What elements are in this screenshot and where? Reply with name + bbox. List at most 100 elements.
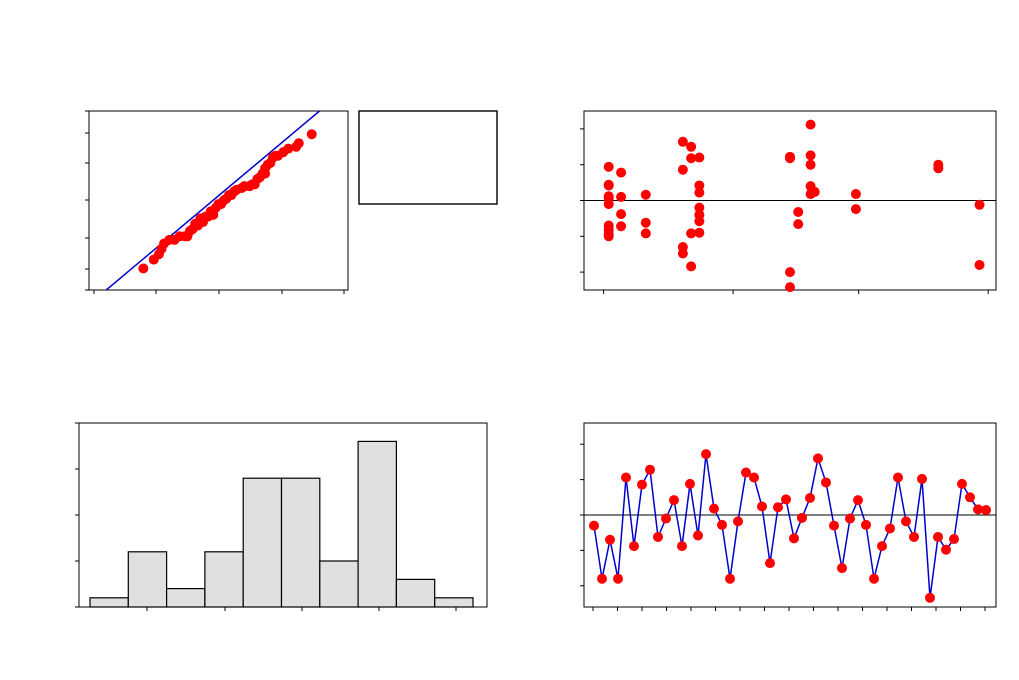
data-point	[701, 449, 711, 460]
data-point	[717, 519, 727, 530]
data-point	[741, 467, 751, 478]
data-point	[917, 473, 927, 484]
data-point	[974, 259, 985, 270]
data-point	[603, 161, 614, 172]
data-point	[694, 187, 705, 198]
data-point	[785, 282, 795, 293]
data-point	[829, 520, 839, 531]
data-point	[781, 494, 791, 505]
data-point	[901, 516, 911, 527]
data-point	[685, 478, 695, 489]
data-point	[694, 180, 705, 191]
histogram-bars	[89, 440, 474, 608]
fits-plot-points	[603, 119, 985, 293]
histogram-bar	[166, 587, 206, 608]
data-point	[603, 199, 614, 210]
data-point	[709, 503, 719, 514]
data-point	[877, 541, 887, 552]
data-point	[677, 136, 688, 147]
data-point	[733, 516, 743, 527]
data-point	[957, 478, 967, 489]
normal-plot-fit-line	[105, 111, 320, 290]
data-point	[893, 472, 903, 483]
data-point	[850, 189, 861, 200]
data-point	[765, 558, 775, 569]
data-point	[677, 248, 688, 259]
data-point	[306, 129, 317, 140]
data-point	[861, 519, 871, 530]
data-point	[138, 263, 149, 274]
data-point	[845, 513, 855, 524]
data-point	[850, 204, 861, 215]
data-point	[283, 143, 294, 154]
data-point	[757, 501, 767, 512]
data-point	[686, 261, 697, 272]
data-point	[640, 217, 651, 228]
data-point	[785, 153, 795, 164]
data-point	[793, 219, 804, 230]
data-point	[805, 150, 816, 161]
order-plot-y-ticks	[580, 443, 584, 587]
data-point	[925, 592, 935, 603]
data-point	[853, 495, 863, 506]
data-point	[661, 513, 671, 524]
histogram-panel	[75, 422, 488, 611]
residuals-vs-fits-panel	[580, 110, 997, 294]
data-point	[686, 153, 697, 164]
data-point	[603, 180, 614, 191]
normal-plot-x-ticks	[93, 290, 345, 294]
data-point	[629, 541, 639, 552]
fits-plot-y-ticks	[580, 128, 584, 273]
data-point	[809, 186, 820, 197]
histogram-bar	[127, 551, 168, 608]
data-point	[785, 267, 795, 278]
histogram-bar	[357, 440, 398, 608]
data-point	[805, 119, 816, 130]
normal-plot-legend-box	[358, 110, 498, 205]
data-point	[640, 189, 651, 200]
data-point	[949, 534, 959, 545]
fits-plot-x-ticks	[603, 290, 989, 294]
data-point	[637, 479, 647, 490]
data-point	[616, 167, 627, 178]
data-point	[640, 228, 651, 239]
data-point	[669, 495, 679, 506]
data-point	[616, 221, 627, 232]
data-point	[589, 520, 599, 531]
data-point	[909, 531, 919, 542]
histogram-x-ticks	[146, 607, 457, 611]
data-point	[616, 191, 627, 202]
data-point	[693, 530, 703, 541]
histogram-bar	[204, 551, 244, 608]
data-point	[749, 472, 759, 483]
data-point	[869, 573, 879, 584]
data-point	[645, 464, 655, 475]
data-point	[613, 573, 623, 584]
data-point	[677, 164, 688, 175]
data-point	[974, 199, 985, 210]
data-point	[789, 533, 799, 544]
data-point	[773, 502, 783, 513]
data-point	[686, 228, 697, 239]
data-point	[605, 534, 615, 545]
data-point	[885, 523, 895, 534]
data-point	[725, 573, 735, 584]
data-point	[981, 505, 991, 516]
data-point	[837, 563, 847, 574]
data-point	[797, 512, 807, 523]
data-point	[694, 202, 705, 213]
data-point	[616, 209, 627, 220]
data-point	[694, 152, 705, 163]
fit-line	[105, 111, 320, 290]
data-point	[694, 216, 705, 227]
data-point	[653, 531, 663, 542]
data-point	[965, 492, 975, 503]
data-point	[805, 493, 815, 504]
data-point	[933, 531, 943, 542]
histogram-bar	[242, 477, 283, 608]
data-point	[941, 544, 951, 555]
histogram-bar	[319, 560, 359, 608]
data-point	[603, 231, 614, 242]
histogram-bar	[280, 477, 321, 608]
